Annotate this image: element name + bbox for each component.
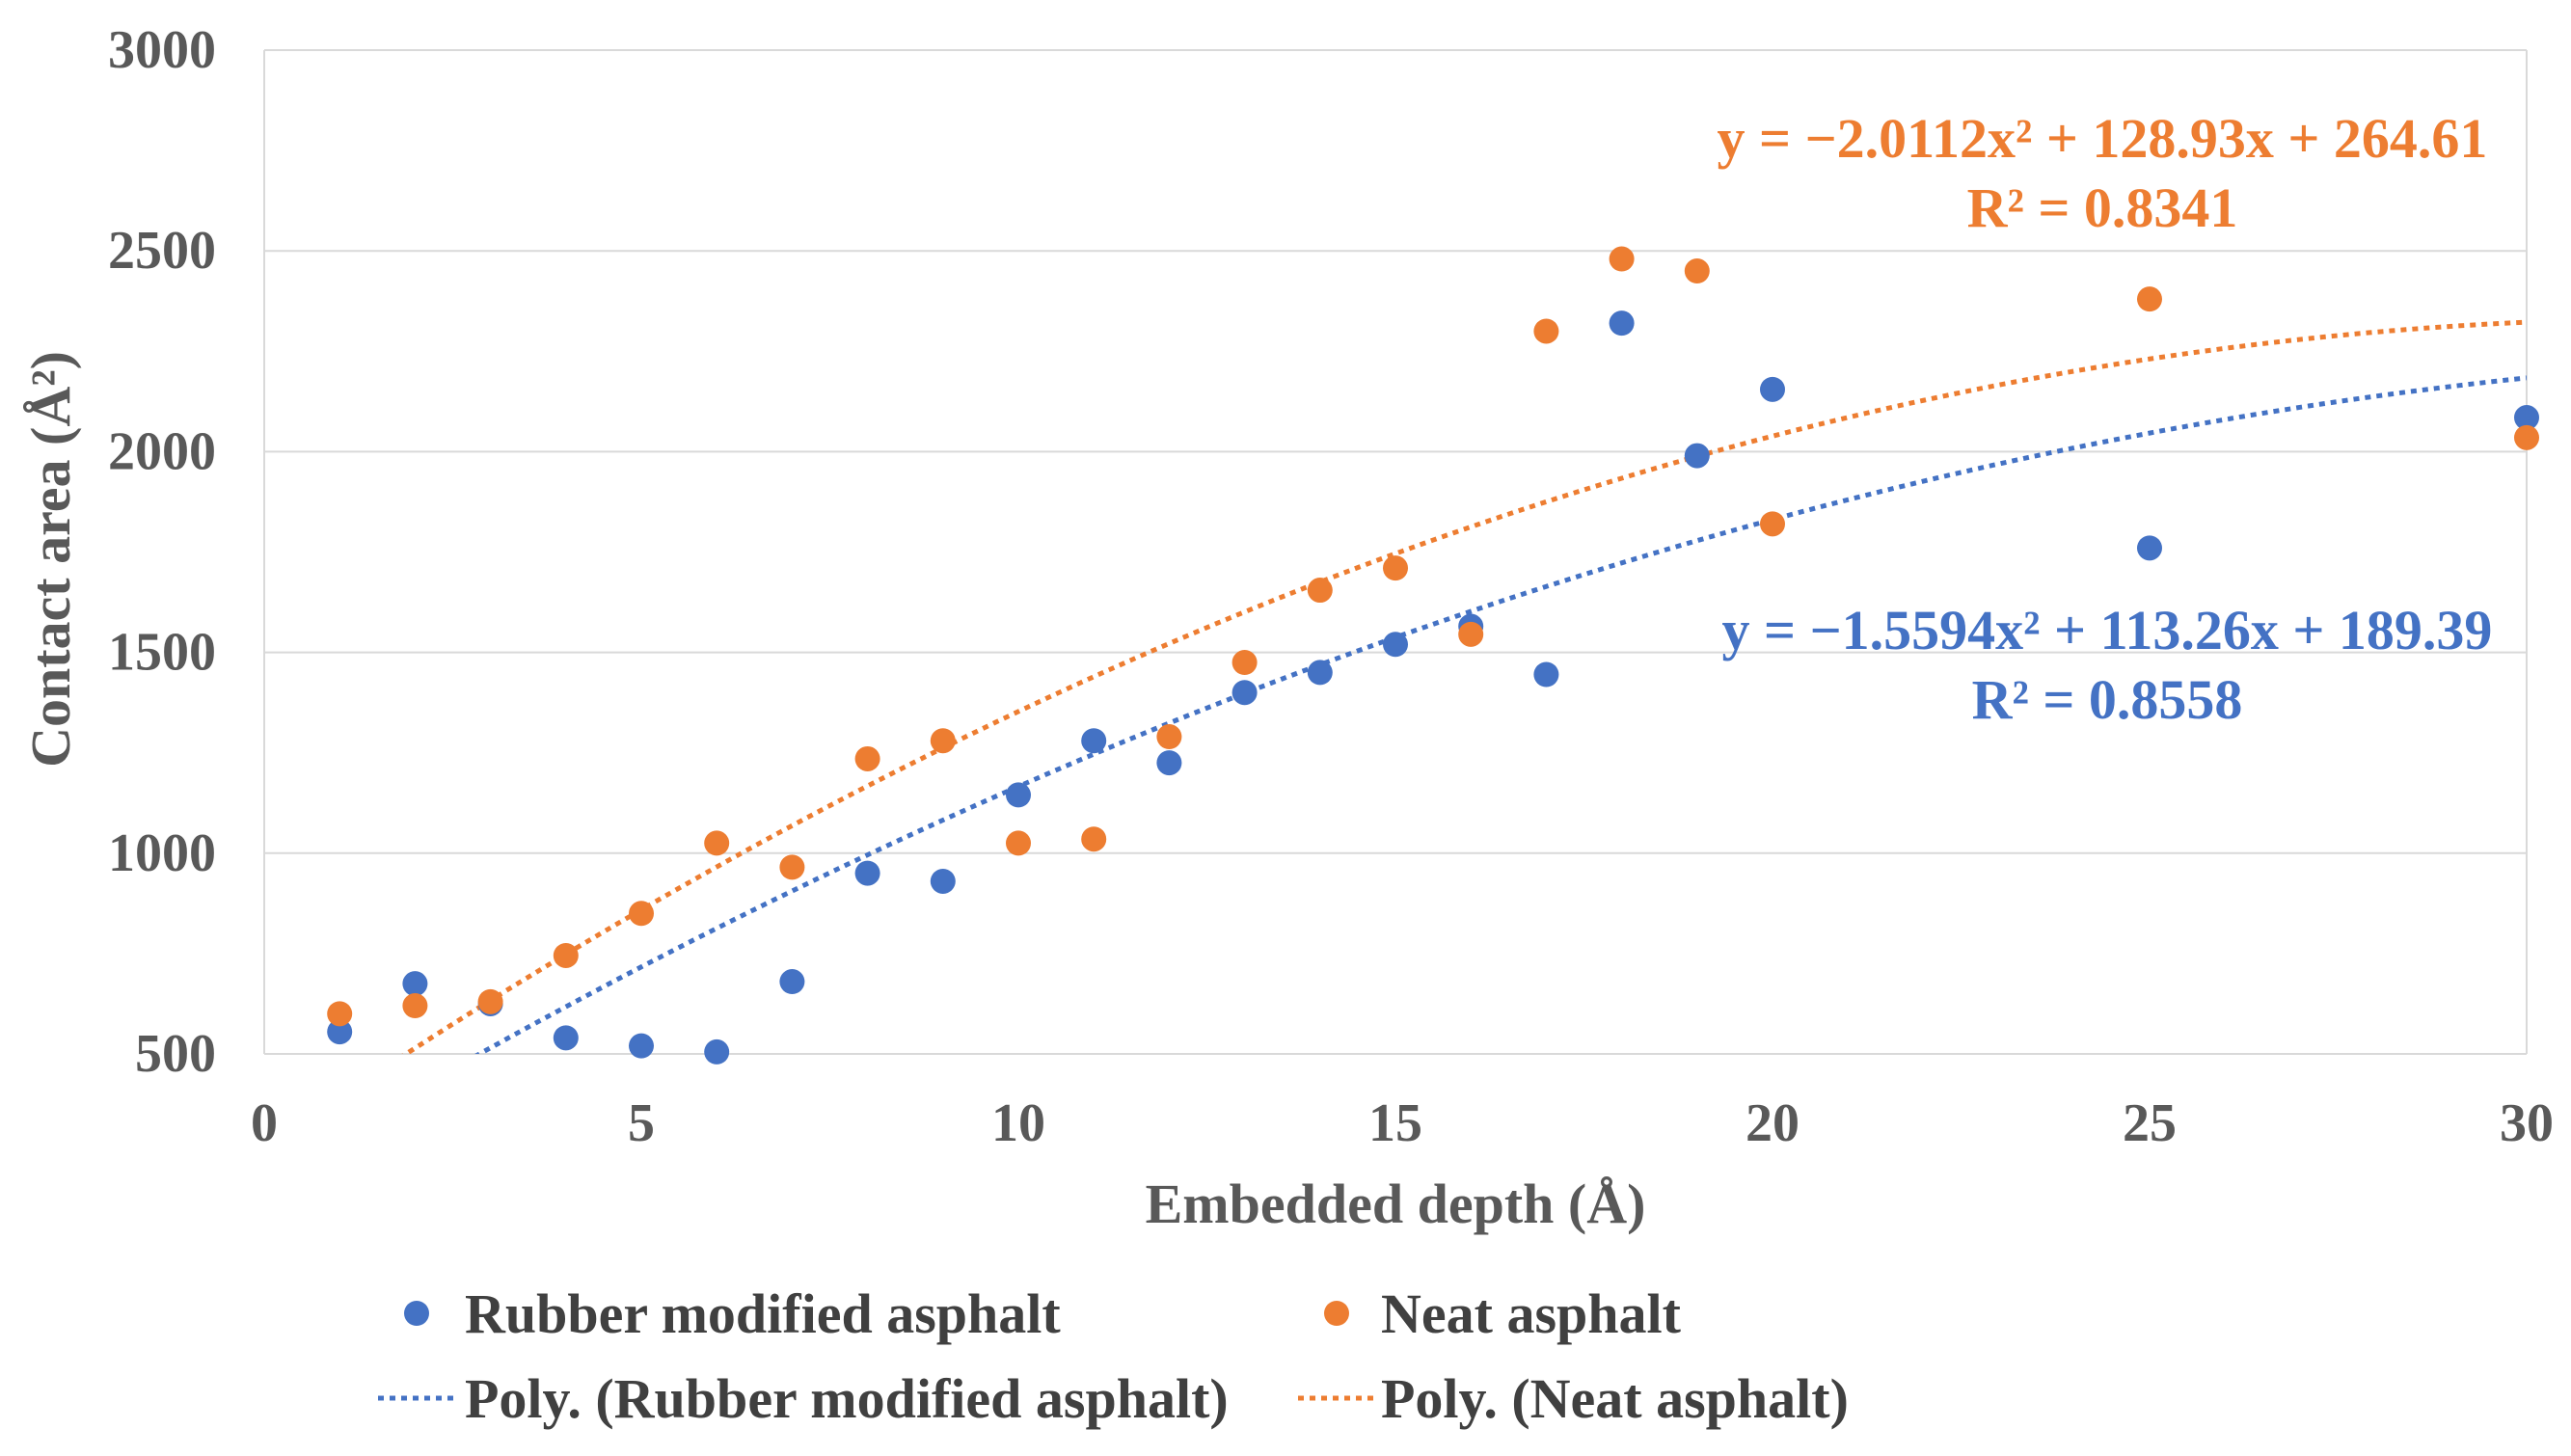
data-point-neat	[629, 901, 654, 927]
x-tick-label: 0	[251, 1093, 278, 1153]
y-tick-label: 2000	[108, 421, 216, 481]
x-tick-label: 5	[628, 1093, 655, 1153]
equation-label-rubber: y = −1.5594x² + 113.26x + 189.39	[1722, 599, 2493, 661]
data-point-rubber	[1081, 728, 1107, 754]
x-tick-label: 25	[2123, 1093, 2177, 1153]
data-point-neat	[553, 942, 579, 968]
data-point-neat	[2514, 424, 2539, 450]
x-tick-label: 10	[991, 1093, 1045, 1153]
x-tick-label: 15	[1368, 1093, 1422, 1153]
data-point-rubber	[930, 868, 956, 894]
data-point-neat	[1760, 511, 1785, 537]
data-points	[327, 246, 2539, 1065]
data-point-neat	[327, 1001, 353, 1027]
y-tick-label: 2500	[108, 221, 216, 281]
data-point-neat	[1307, 578, 1333, 604]
data-point-rubber	[1307, 660, 1333, 686]
data-point-rubber	[704, 1038, 730, 1065]
trendline-rubber	[474, 375, 2527, 1054]
data-point-neat	[1533, 318, 1559, 344]
data-point-neat	[704, 830, 730, 856]
y-axis-title: Contact area (Å²)	[19, 351, 82, 768]
data-point-neat	[1609, 246, 1635, 272]
legend: Rubber modified asphalt Neat asphalt Pol…	[378, 1282, 1849, 1430]
y-tick-label: 3000	[108, 20, 216, 80]
data-point-neat	[1684, 258, 1710, 284]
data-point-neat	[1081, 826, 1107, 852]
data-point-neat	[2137, 286, 2162, 312]
data-point-rubber	[1609, 310, 1635, 337]
data-point-neat	[854, 745, 880, 771]
data-point-rubber	[327, 1019, 353, 1045]
legend-label-rubber: Rubber modified asphalt	[465, 1282, 1061, 1345]
data-point-neat	[1156, 724, 1182, 750]
data-point-neat	[1231, 650, 1258, 676]
legend-marker-rubber	[404, 1301, 429, 1326]
data-point-rubber	[1684, 443, 1710, 469]
data-point-neat	[930, 728, 956, 754]
equation-labels: y = −1.5594x² + 113.26x + 189.39 R² = 0.8…	[1718, 107, 2493, 731]
data-point-neat	[779, 854, 805, 880]
data-point-neat	[402, 993, 428, 1019]
y-tick-label: 1500	[108, 623, 216, 683]
data-point-rubber	[1383, 632, 1408, 658]
x-tick-label: 30	[2500, 1093, 2554, 1153]
data-point-neat	[1383, 555, 1408, 581]
data-point-rubber	[1006, 782, 1031, 808]
data-point-rubber	[779, 969, 805, 995]
data-point-neat	[1006, 830, 1031, 856]
x-tick-label: 20	[1746, 1093, 1800, 1153]
data-point-rubber	[1533, 661, 1559, 688]
data-point-rubber	[1156, 750, 1182, 776]
equation-label-neat: y = −2.0112x² + 128.93x + 264.61	[1718, 107, 2488, 170]
legend-label-neat-trend: Poly. (Neat asphalt)	[1381, 1367, 1849, 1430]
y-tick-label: 1000	[108, 823, 216, 883]
x-axis-title: Embedded depth (Å)	[1146, 1173, 1646, 1235]
data-point-rubber	[553, 1025, 579, 1051]
r2-label-rubber: R² = 0.8558	[1972, 668, 2243, 731]
r2-label-neat: R² = 0.8341	[1967, 176, 2238, 239]
data-point-rubber	[2514, 405, 2539, 431]
data-point-rubber	[854, 860, 880, 886]
data-point-rubber	[402, 971, 428, 997]
data-point-neat	[1458, 621, 1484, 647]
data-point-neat	[477, 988, 503, 1014]
trendlines	[401, 319, 2527, 1054]
legend-label-neat: Neat asphalt	[1381, 1282, 1682, 1345]
axes: 500 1000 1500 2000 2500 3000 0 5 10 15 20 25 30	[108, 20, 2554, 1153]
data-point-rubber	[629, 1033, 654, 1059]
legend-label-rubber-trend: Poly. (Rubber modified asphalt)	[465, 1367, 1229, 1430]
legend-marker-neat	[1324, 1301, 1349, 1326]
y-tick-label: 500	[135, 1024, 216, 1084]
trendline-neat	[401, 319, 2527, 1054]
data-point-rubber	[2137, 535, 2162, 561]
data-point-rubber	[1231, 680, 1258, 706]
data-point-rubber	[1760, 376, 1785, 402]
